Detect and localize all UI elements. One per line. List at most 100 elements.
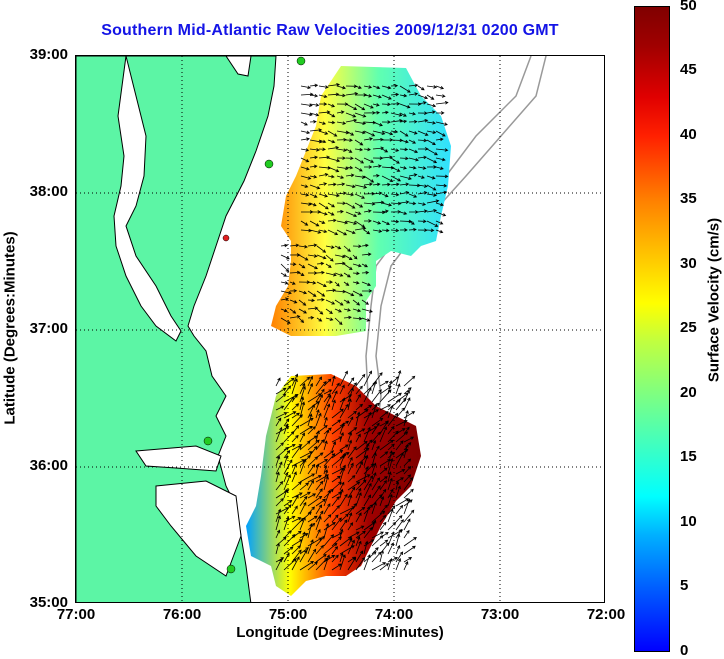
velocity-arrow (307, 263, 319, 270)
velocity-arrow (379, 479, 387, 491)
velocity-arrow (403, 458, 412, 467)
velocity-arrow (395, 557, 402, 571)
velocity-arrow (331, 546, 339, 555)
velocity-arrow (289, 262, 297, 266)
velocity-arrow (299, 440, 311, 451)
velocity-arrow (309, 155, 319, 160)
velocity-arrow (291, 434, 299, 443)
velocity-arrow (299, 531, 306, 547)
velocity-arrow (372, 164, 382, 168)
y-tick-label: 38:00 (29, 183, 68, 200)
velocity-arrow (399, 191, 410, 195)
velocity-arrow (275, 515, 281, 531)
velocity-arrow (307, 290, 317, 297)
velocity-arrow (315, 439, 325, 451)
velocity-arrow (315, 376, 323, 387)
velocity-arrow (336, 102, 349, 106)
velocity-arrow (395, 369, 402, 387)
velocity-arrow (372, 173, 380, 178)
velocity-arrow (363, 370, 373, 387)
velocity-arrow (315, 488, 323, 499)
velocity-arrow (408, 139, 417, 144)
velocity-arrow (299, 501, 307, 515)
velocity-arrow (363, 505, 371, 523)
velocity-arrow (327, 166, 340, 173)
velocity-arrow (307, 479, 314, 491)
velocity-arrow (307, 474, 322, 483)
velocity-arrow (387, 399, 401, 411)
velocity-arrow (343, 272, 351, 278)
velocity-arrow (283, 396, 295, 411)
velocity-arrow (435, 183, 448, 188)
velocity-arrow (347, 377, 355, 387)
velocity-arrow (399, 211, 408, 215)
velocity-arrow (426, 85, 438, 89)
velocity-arrow (371, 417, 384, 427)
velocity-arrow (275, 455, 281, 467)
velocity-arrow (325, 299, 336, 305)
velocity-arrow (299, 549, 308, 563)
velocity-arrow (283, 430, 295, 443)
velocity-arrow (298, 299, 307, 306)
velocity-arrow (339, 481, 345, 491)
velocity-arrow (355, 536, 361, 547)
velocity-arrow (323, 522, 336, 531)
velocity-arrow (315, 388, 325, 403)
velocity-arrow (379, 404, 391, 411)
velocity-arrow (381, 94, 392, 100)
velocity-arrow (395, 477, 404, 483)
colorbar-tick: 30 (680, 255, 697, 272)
velocity-arrow (307, 375, 313, 387)
velocity-arrow (390, 112, 403, 117)
velocity-arrow (379, 514, 387, 523)
velocity-arrow (408, 201, 417, 206)
velocity-arrow (283, 530, 292, 539)
velocity-arrow (315, 498, 326, 507)
velocity-arrow (354, 85, 362, 89)
velocity-arrow (315, 528, 321, 539)
x-tick-label: 77:00 (56, 606, 96, 623)
velocity-arrow (318, 147, 326, 152)
velocity-arrow (323, 534, 335, 547)
velocity-arrow (309, 119, 317, 124)
velocity-arrow (426, 184, 437, 191)
velocity-arrow (371, 403, 378, 419)
velocity-arrow (417, 228, 428, 232)
velocity-arrow (417, 101, 427, 105)
velocity-arrow (307, 306, 319, 311)
velocity-arrow (408, 111, 417, 116)
velocity-arrow (291, 403, 300, 411)
velocity-arrow (390, 228, 400, 233)
velocity-arrow (363, 175, 375, 183)
velocity-arrow (387, 477, 393, 491)
velocity-arrow (352, 263, 362, 268)
velocity-arrow (336, 220, 349, 225)
velocity-arrow (408, 173, 418, 177)
velocity-arrow (315, 515, 322, 531)
velocity-arrow (352, 244, 362, 249)
velocity-arrow (316, 245, 327, 253)
velocity-arrow (355, 385, 363, 395)
velocity-arrow (372, 103, 380, 107)
velocity-arrow (325, 280, 334, 284)
velocity-arrow (327, 130, 338, 137)
velocity-arrow (316, 281, 327, 287)
velocity-arrow (291, 492, 303, 499)
colorbar-tick: 0 (680, 642, 689, 659)
velocity-arrow (345, 220, 358, 225)
velocity-arrow (283, 455, 289, 467)
velocity-arrow (381, 110, 389, 115)
velocity-arrow (307, 561, 318, 571)
velocity-arrow (363, 540, 369, 555)
y-tick-label: 36:00 (29, 457, 68, 474)
velocity-arrow (347, 475, 356, 483)
velocity-arrow (363, 157, 375, 163)
velocity-arrow (395, 383, 401, 395)
velocity-arrow (343, 290, 355, 297)
velocity-arrow (291, 505, 298, 515)
velocity-arrow (371, 372, 383, 387)
velocity-arrow (347, 416, 354, 427)
velocity-arrow (354, 166, 363, 172)
chesapeake-bay (113, 56, 182, 342)
velocity-arrow (291, 445, 302, 459)
